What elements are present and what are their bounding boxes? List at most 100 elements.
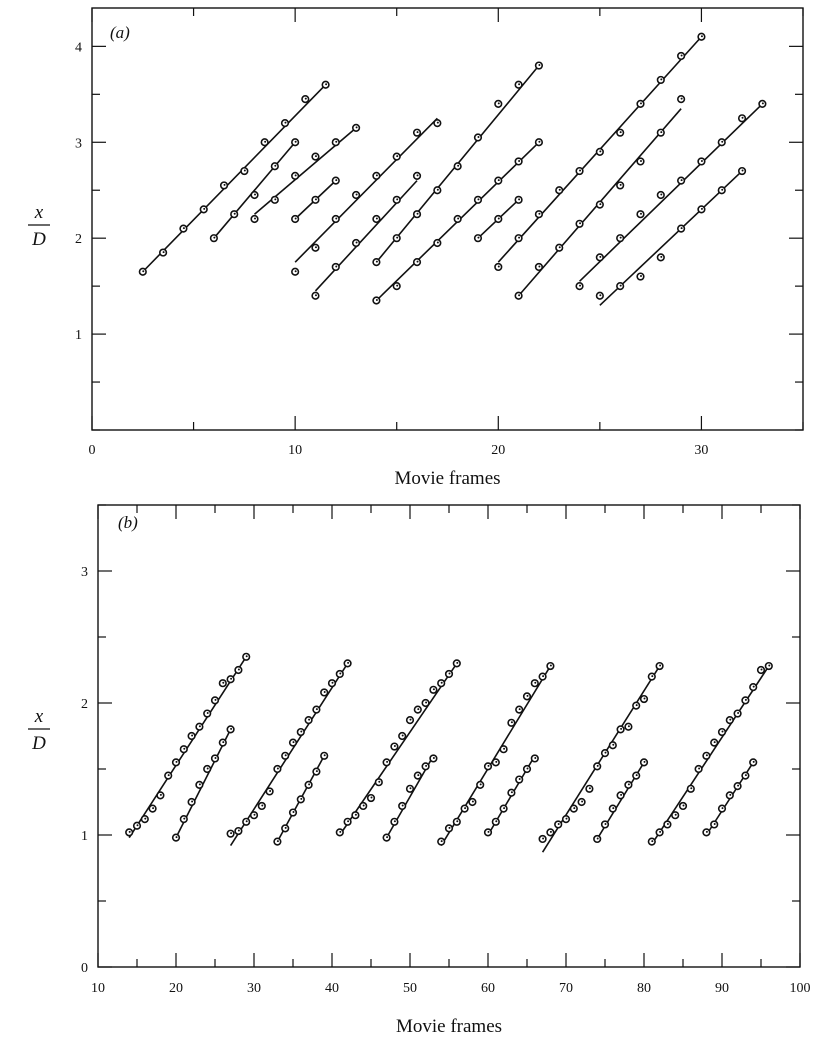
data-point-center bbox=[274, 164, 277, 167]
data-point-center bbox=[526, 767, 529, 770]
fit-line bbox=[128, 656, 247, 839]
data-point-center bbox=[538, 212, 541, 215]
data-point-center bbox=[269, 789, 272, 792]
data-point-center bbox=[152, 807, 155, 810]
plot-frame bbox=[97, 504, 801, 968]
x-tick-label: 30 bbox=[694, 443, 708, 458]
data-point-center bbox=[721, 807, 724, 810]
data-point-center bbox=[425, 764, 428, 767]
data-point-center bbox=[620, 793, 623, 796]
data-point-center bbox=[604, 822, 607, 825]
y-axis-label-denominator: D bbox=[31, 229, 46, 250]
data-point-center bbox=[596, 837, 599, 840]
data-point-center bbox=[331, 681, 334, 684]
data-point-center bbox=[355, 241, 358, 244]
data-point-center bbox=[768, 664, 771, 667]
data-point-center bbox=[417, 708, 420, 711]
data-point-center bbox=[682, 804, 685, 807]
data-point-center bbox=[651, 675, 654, 678]
data-point-center bbox=[464, 807, 467, 810]
data-point-center bbox=[542, 675, 545, 678]
data-point-center bbox=[314, 246, 317, 249]
data-point-center bbox=[136, 824, 139, 827]
data-point-center bbox=[518, 294, 521, 297]
data-series bbox=[250, 123, 361, 224]
data-point-center bbox=[335, 265, 338, 268]
data-point-center bbox=[538, 64, 541, 67]
data-point-center bbox=[573, 807, 576, 810]
data-point-center bbox=[680, 54, 683, 57]
panel-label: (a) bbox=[110, 23, 130, 42]
data-point-center bbox=[599, 294, 602, 297]
x-axis-label: Movie frames bbox=[394, 468, 500, 489]
data-point-center bbox=[294, 217, 297, 220]
data-point-center bbox=[518, 159, 521, 162]
data-series bbox=[335, 659, 461, 837]
data-point-center bbox=[680, 227, 683, 230]
data-point-center bbox=[579, 169, 582, 172]
data-point-center bbox=[354, 813, 357, 816]
data-point-center bbox=[643, 760, 646, 763]
data-point-center bbox=[396, 284, 399, 287]
x-tick-label: 10 bbox=[91, 981, 105, 996]
data-series bbox=[595, 166, 747, 306]
data-point-center bbox=[666, 822, 669, 825]
y-axis-label-numerator: x bbox=[34, 202, 44, 223]
data-point-center bbox=[213, 236, 216, 239]
panel-a: 0 10 20 30 1 2 3 4 (a) Movie frames xD bbox=[28, 7, 804, 489]
data-point-center bbox=[276, 840, 279, 843]
data-point-center bbox=[651, 840, 654, 843]
data-point-center bbox=[518, 198, 521, 201]
data-point-center bbox=[436, 241, 439, 244]
data-point-center bbox=[581, 800, 584, 803]
data-point-center bbox=[639, 212, 642, 215]
y-axis-label-numerator: x bbox=[34, 706, 44, 727]
data-point-center bbox=[761, 102, 764, 105]
data-point-center bbox=[497, 265, 500, 268]
data-point-center bbox=[518, 236, 521, 239]
data-point-center bbox=[558, 246, 561, 249]
data-point-center bbox=[245, 820, 248, 823]
data-series bbox=[372, 138, 544, 305]
data-series bbox=[473, 195, 523, 243]
data-point-center bbox=[620, 727, 623, 730]
data-point-center bbox=[432, 688, 435, 691]
data-series bbox=[273, 751, 329, 846]
data-point-center bbox=[760, 668, 763, 671]
data-point-center bbox=[705, 830, 708, 833]
data-point-center bbox=[233, 212, 236, 215]
data-point-center bbox=[325, 83, 328, 86]
data-point-center bbox=[243, 169, 246, 172]
data-point-center bbox=[386, 760, 389, 763]
data-point-center bbox=[335, 179, 338, 182]
data-point-center bbox=[375, 174, 378, 177]
data-point-center bbox=[323, 754, 326, 757]
y-tick-label: 1 bbox=[75, 328, 82, 343]
data-point-center bbox=[477, 198, 480, 201]
data-point-center bbox=[222, 681, 225, 684]
data-point-center bbox=[314, 155, 317, 158]
data-point-center bbox=[440, 840, 443, 843]
data-point-center bbox=[370, 796, 373, 799]
data-point-center bbox=[619, 183, 622, 186]
data-point-center bbox=[183, 747, 186, 750]
data-point-center bbox=[599, 150, 602, 153]
data-point-center bbox=[639, 102, 642, 105]
data-point-center bbox=[175, 836, 178, 839]
data-point-center bbox=[416, 260, 419, 263]
data-point-center bbox=[538, 140, 541, 143]
data-point-center bbox=[497, 179, 500, 182]
data-point-center bbox=[182, 227, 185, 230]
fit-line bbox=[541, 665, 661, 853]
data-point-center bbox=[729, 793, 732, 796]
data-point-center bbox=[518, 708, 521, 711]
data-point-center bbox=[425, 701, 428, 704]
data-point-center bbox=[557, 822, 560, 825]
data-point-center bbox=[627, 725, 630, 728]
data-point-center bbox=[487, 764, 490, 767]
data-point-center bbox=[619, 131, 622, 134]
x-tick-label: 90 bbox=[715, 981, 729, 996]
data-series bbox=[514, 95, 686, 300]
data-point-center bbox=[254, 193, 257, 196]
data-series bbox=[437, 661, 555, 846]
